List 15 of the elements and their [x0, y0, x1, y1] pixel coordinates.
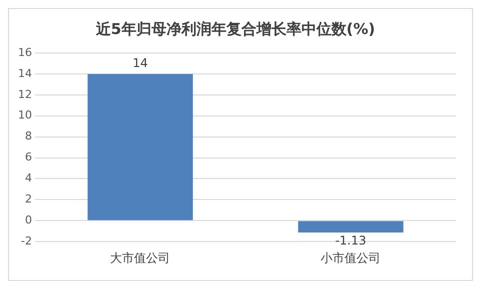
y-tick-label: 4: [24, 172, 32, 185]
x-tick-label: 小市值公司: [320, 250, 381, 265]
x-tick-label: 大市值公司: [110, 250, 170, 265]
y-tick-label: 2: [24, 192, 32, 206]
y-tick-label: 10: [18, 108, 32, 122]
chart-title: 近5年归母净利润年复合增长率中位数(%): [94, 20, 376, 38]
y-tick-label: 0: [24, 214, 32, 227]
data-label: 14: [132, 56, 148, 70]
y-tick-label: -2: [21, 234, 32, 248]
y-tick-label: 12: [18, 88, 32, 101]
y-tick-label: 6: [24, 150, 32, 164]
y-tick-label: 16: [18, 46, 32, 59]
y-tick-label: 8: [24, 130, 32, 143]
y-tick-label: 14: [18, 66, 32, 80]
data-label: -1.13: [335, 234, 366, 248]
